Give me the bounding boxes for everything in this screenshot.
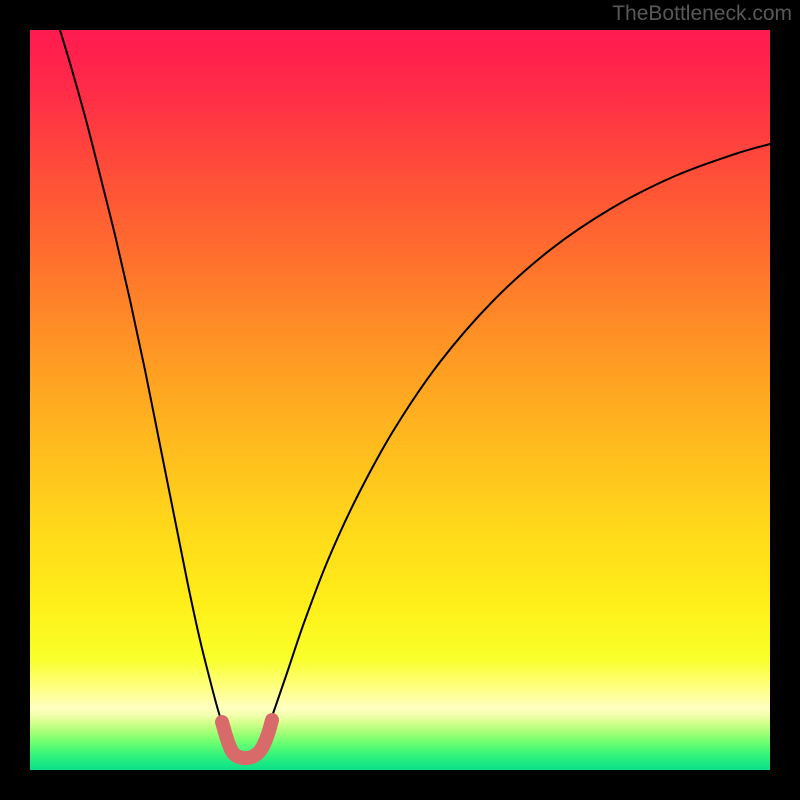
watermark-text: TheBottleneck.com	[612, 2, 792, 26]
plot-background	[30, 30, 770, 770]
chart-container: TheBottleneck.com	[0, 0, 800, 800]
bottleneck-chart	[0, 0, 800, 800]
